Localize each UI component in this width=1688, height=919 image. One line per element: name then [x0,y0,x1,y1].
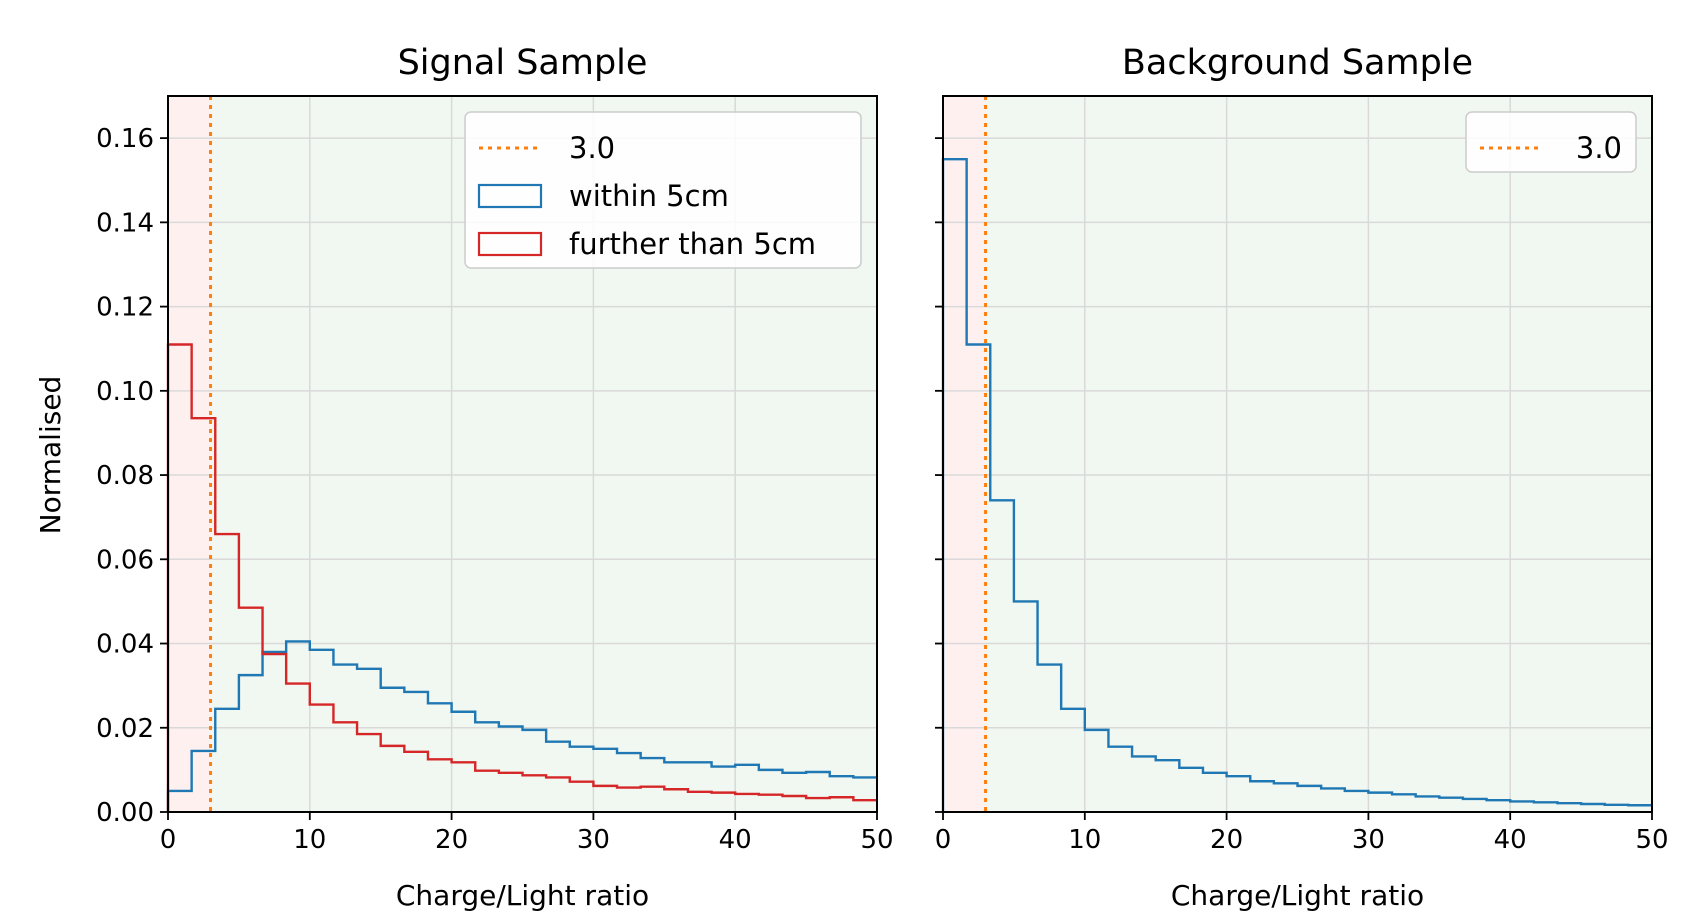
x-tick-label: 10 [1068,825,1101,855]
y-tick-label: 0.02 [96,714,154,744]
legend-label: within 5cm [569,179,729,213]
x-tick-label: 30 [1352,825,1385,855]
x-tick-label: 50 [860,825,893,855]
y-tick-label: 0.10 [96,377,154,407]
x-tick-label: 40 [719,825,752,855]
legend-frame [464,111,862,269]
background-sample-panel: 0 10 20 30 40 50 Background Sample Charge/Light… [935,43,1669,912]
x-axis-label: Charge/Light ratio [1171,879,1424,912]
x-tick-label: 30 [577,825,610,855]
panel-title: Signal Sample [398,43,648,83]
axes-frame [942,95,1653,813]
x-axis-label: Charge/Light ratio [396,879,649,912]
y-tick-label: 0.04 [96,630,154,660]
x-tick-label: 40 [1494,825,1527,855]
y-tick-label: 0.12 [96,293,154,323]
reject-region [943,96,986,812]
legend-frame [1465,111,1637,173]
panel-title: Background Sample [1122,43,1473,83]
legend-label: 3.0 [569,131,615,165]
y-tick-label: 0.08 [96,461,154,491]
axes-frame [167,95,878,813]
signal-sample-panel: 0 10 20 30 40 50 0.00 0.02 0.04 0.06 0.08 0.10 0.12 0… [96,43,893,912]
legend-series-swatch [477,231,543,257]
y-tick-label: 0.06 [96,545,154,575]
y-tick-label: 0.16 [96,124,154,154]
histogram-series-further [166,343,877,812]
x-tick-label: 10 [293,825,326,855]
reject-region [168,96,211,812]
x-tick-label: 50 [1635,825,1668,855]
x-tick-label: 20 [435,825,468,855]
accept-region [985,96,1652,812]
legend: 3.0 within 5cm further than 5cm [464,111,862,269]
histogram-series-within [166,640,877,812]
legend-series-swatch [477,183,543,209]
legend-label: 3.0 [1576,131,1622,165]
y-axis-label: Normalised [34,376,67,535]
legend: 3.0 [1465,111,1637,173]
legend-label: further than 5cm [569,227,816,261]
histogram-series-within [941,157,1652,812]
x-tick-label: 0 [935,825,952,855]
y-tick-label: 0.14 [96,208,154,238]
x-tick-label: 0 [160,825,177,855]
y-tick-label: 0.00 [96,798,154,828]
x-tick-label: 20 [1210,825,1243,855]
